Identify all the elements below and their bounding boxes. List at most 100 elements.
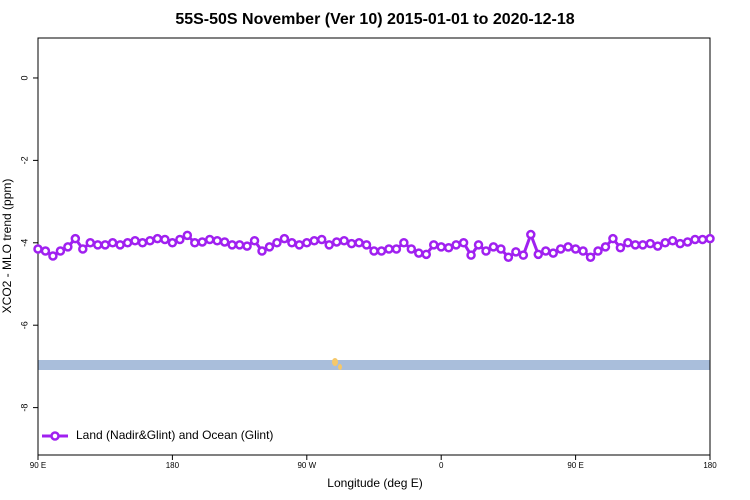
data-point [234, 240, 245, 250]
data-point [107, 238, 118, 248]
data-point [443, 242, 454, 253]
data-point [279, 233, 290, 244]
data-point [652, 241, 663, 251]
data-point [608, 233, 618, 244]
data-point [675, 238, 685, 249]
legend-marker [50, 431, 60, 441]
data-point [197, 237, 208, 247]
data-point [563, 242, 573, 252]
y-tick-label: -6 [19, 321, 29, 329]
y-tick-label: 0 [19, 75, 29, 80]
data-point [585, 252, 596, 262]
y-tick-label: -4 [19, 239, 29, 247]
data-point [697, 234, 708, 245]
data-point [264, 242, 275, 252]
data-point [578, 246, 588, 256]
data-point [316, 234, 327, 245]
data-point [294, 240, 305, 250]
data-point [645, 238, 656, 249]
data-point [182, 230, 193, 241]
data-point [354, 238, 364, 248]
x-tick-label: 180 [703, 461, 717, 470]
data-point [540, 246, 551, 256]
data-point [481, 246, 491, 256]
data-point [593, 246, 603, 256]
data-point [130, 235, 140, 246]
data-point [257, 246, 267, 256]
data-point [682, 237, 693, 247]
data-point [204, 234, 215, 245]
data-point [122, 238, 133, 248]
data-point [167, 238, 178, 248]
data-point [638, 240, 648, 250]
data-point [466, 250, 476, 260]
data-point [705, 233, 715, 244]
land-patch [332, 358, 338, 366]
data-point [40, 246, 51, 256]
data-point [488, 242, 499, 252]
data-point [100, 240, 110, 250]
data-point [324, 240, 334, 250]
data-point [458, 238, 469, 248]
data-point [287, 238, 297, 248]
data-point [33, 244, 43, 254]
data-point [55, 246, 66, 256]
data-point [137, 238, 148, 248]
chart-title: 55S-50S November (Ver 10) 2015-01-01 to … [175, 11, 574, 28]
data-point [160, 234, 170, 245]
data-point [219, 237, 230, 247]
data-point [555, 244, 566, 254]
land-ocean-strip [38, 360, 710, 370]
data-point [623, 238, 633, 248]
data-point [190, 238, 200, 248]
x-tick-label: 90 W [297, 461, 316, 470]
data-point [115, 240, 125, 250]
data-point [496, 244, 506, 254]
data-point [339, 235, 349, 246]
data-point [548, 248, 558, 258]
data-point [660, 238, 670, 248]
data-point [242, 241, 252, 251]
data-point [473, 240, 484, 250]
data-point [175, 234, 185, 245]
data-point [690, 234, 700, 245]
data-point [615, 242, 626, 253]
legend-label: Land (Nadir&Glint) and Ocean (Glint) [76, 428, 273, 442]
data-point [227, 240, 237, 250]
data-point [384, 244, 394, 254]
y-tick-label: -2 [19, 156, 29, 164]
data-point [667, 235, 678, 246]
data-point [309, 235, 320, 246]
data-point [272, 238, 282, 248]
data-point [85, 238, 96, 248]
x-tick-label: 90 E [30, 461, 46, 470]
data-point [70, 233, 81, 244]
x-tick-label: 90 E [567, 461, 583, 470]
data-point [406, 244, 417, 254]
x-tick-label: 0 [439, 461, 444, 470]
data-point [526, 229, 536, 240]
data-point [249, 235, 260, 246]
data-point [369, 246, 379, 256]
data-point [152, 233, 163, 244]
x-tick-label: 180 [166, 461, 180, 470]
data-point [428, 240, 439, 250]
y-axis-label: XCO2 - MLO trend (ppm) [0, 179, 14, 314]
data-point [92, 240, 103, 250]
data-point [600, 242, 611, 252]
data-point [391, 244, 402, 254]
data-point [399, 238, 409, 248]
data-point [145, 235, 155, 246]
data-point [63, 242, 73, 252]
data-point [451, 240, 461, 250]
data-point [421, 249, 432, 260]
y-tick-label: -8 [19, 404, 29, 412]
data-point [78, 244, 88, 254]
data-point [570, 244, 581, 254]
data-point [376, 246, 387, 256]
data-point [346, 238, 357, 249]
data-point [518, 250, 529, 260]
data-point [212, 235, 222, 246]
data-point [331, 237, 342, 247]
